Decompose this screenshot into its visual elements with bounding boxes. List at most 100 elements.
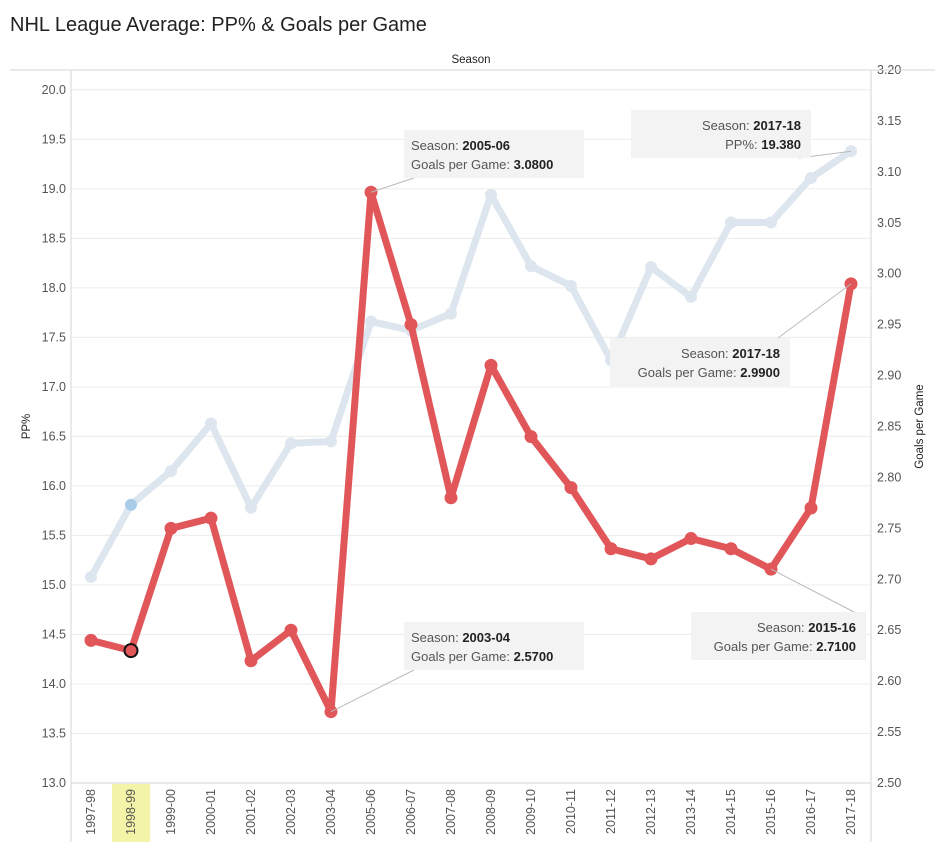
right-axis-tick: 3.15 xyxy=(877,114,901,128)
right-axis-tick: 2.70 xyxy=(877,572,901,586)
left-axis-tick: 17.0 xyxy=(42,380,66,394)
data-point-goals-per-game xyxy=(244,654,258,668)
right-axis-tick: 3.10 xyxy=(877,165,901,179)
left-axis-tick: 14.0 xyxy=(42,677,66,691)
x-axis-tick: 2017-18 xyxy=(844,789,858,835)
left-axis-tick: 15.0 xyxy=(42,578,66,592)
x-axis-tick: 2013-14 xyxy=(684,789,698,835)
x-axis-title: Season xyxy=(451,54,490,66)
data-point-pp xyxy=(85,571,97,584)
data-point-pp xyxy=(805,171,817,184)
data-point-pp xyxy=(445,307,457,320)
data-point-goals-per-game xyxy=(604,542,618,556)
left-axis-title: PP% xyxy=(21,414,33,440)
left-axis-tick: 18.0 xyxy=(42,281,66,295)
x-axis-tick: 2015-16 xyxy=(764,789,778,835)
data-point-goals-per-game xyxy=(684,532,698,546)
data-point-pp xyxy=(685,290,697,303)
annotation-leader-line xyxy=(770,568,855,613)
annotation-season-label: Season: xyxy=(411,138,462,153)
annotation-box xyxy=(631,110,811,158)
data-point-goals-per-game xyxy=(164,521,178,535)
annotation-box xyxy=(691,612,866,660)
left-axis-tick: 13.0 xyxy=(42,776,66,790)
data-point-pp xyxy=(245,501,257,514)
left-axis-tick: 16.0 xyxy=(42,479,66,493)
annotation-metric-value: 2.7100 xyxy=(816,639,856,654)
series-line-goals-per-game xyxy=(87,188,855,716)
data-point-pp xyxy=(485,188,497,201)
annotation-leader-line xyxy=(777,283,852,339)
left-axis-tick: 14.5 xyxy=(42,627,66,641)
annotation-line-metric: Goals per Game: 2.9900 xyxy=(638,365,780,380)
annotation-metric-value: 2.9900 xyxy=(740,365,780,380)
data-point-pp xyxy=(125,498,137,511)
annotation: Season: 2017-18 PP%: 19.380 xyxy=(631,110,852,159)
annotation-leader-line xyxy=(330,669,415,713)
right-axis-tick: 2.55 xyxy=(877,725,901,739)
data-point-pp xyxy=(325,435,337,448)
data-point-pp xyxy=(165,465,177,478)
data-point-pp xyxy=(205,417,217,430)
data-point-goals-per-game xyxy=(444,491,458,505)
data-point-pp xyxy=(645,261,657,274)
series-line-pp xyxy=(87,147,855,581)
left-axis-tick: 17.5 xyxy=(42,330,66,344)
data-point-goals-per-game xyxy=(644,552,658,566)
annotation-metric-value: 19.380 xyxy=(761,137,801,152)
data-point-goals-per-game xyxy=(804,501,818,515)
annotation-box xyxy=(610,338,790,386)
series-pp xyxy=(85,145,857,584)
data-point-goals-per-game xyxy=(123,643,139,659)
x-axis-tick: 2014-15 xyxy=(724,789,738,835)
x-axis-tick: 2005-06 xyxy=(364,789,378,835)
annotation-season-value: 2005-06 xyxy=(462,138,510,153)
data-point-pp xyxy=(365,315,377,328)
right-axis-tick: 2.60 xyxy=(877,674,901,688)
right-axis-tick: 2.80 xyxy=(877,470,901,484)
annotation-line-season: Season: 2017-18 xyxy=(702,118,801,133)
x-axis-tick: 2007-08 xyxy=(444,789,458,835)
x-axis-tick: 2012-13 xyxy=(644,789,658,835)
annotation-metric-value: 3.0800 xyxy=(514,157,554,172)
annotation: Season: 2003-04 Goals per Game: 2.5700 xyxy=(330,622,584,713)
annotation-season-value: 2017-18 xyxy=(732,346,780,361)
data-point-goals-per-game xyxy=(404,318,418,332)
data-point-goals-per-game xyxy=(284,623,298,637)
right-axis-title: Goals per Game xyxy=(914,384,926,468)
annotation-season-label: Season: xyxy=(702,118,753,133)
data-point-goals-per-game xyxy=(724,542,738,556)
left-axis-tick: 15.5 xyxy=(42,528,66,542)
right-axis-tick: 2.85 xyxy=(877,420,901,434)
annotation: Season: 2017-18 Goals per Game: 2.9900 xyxy=(610,283,852,386)
annotation-line-season: Season: 2015-16 xyxy=(757,620,856,635)
series-goals-per-game xyxy=(84,185,858,719)
annotation-line-metric: Goals per Game: 3.0800 xyxy=(411,157,553,172)
annotation-season-value: 2017-18 xyxy=(753,118,801,133)
right-axis-tick: 2.75 xyxy=(877,521,901,535)
left-axis-tick: 13.5 xyxy=(42,726,66,740)
x-axis-tick: 2010-11 xyxy=(564,789,578,834)
x-axis-tick: 2009-10 xyxy=(524,789,538,835)
chart-title: NHL League Average: PP% & Goals per Game xyxy=(10,14,427,36)
selected-season-highlight xyxy=(112,784,150,842)
data-point-goals-per-game xyxy=(204,511,218,525)
x-axis-tick: 2002-03 xyxy=(284,789,298,835)
annotation-season-value: 2015-16 xyxy=(808,620,856,635)
annotation-line-metric: Goals per Game: 2.5700 xyxy=(411,649,553,664)
x-axis-tick: 1997-98 xyxy=(84,789,98,835)
data-point-pp xyxy=(725,216,737,229)
right-axis-tick: 2.65 xyxy=(877,623,901,637)
left-axis-tick: 20.0 xyxy=(42,83,66,97)
right-axis-tick: 2.95 xyxy=(877,318,901,332)
data-point-pp xyxy=(765,216,777,229)
x-axis-tick: 2006-07 xyxy=(404,789,418,835)
right-axis-tick: 2.90 xyxy=(877,369,901,383)
x-axis-tick: 2011-12 xyxy=(604,789,618,834)
data-point-pp xyxy=(565,279,577,292)
annotation-line-metric: PP%: 19.380 xyxy=(725,137,801,152)
x-axis-tick: 1998-99 xyxy=(124,789,138,835)
x-axis-tick: 2008-09 xyxy=(484,789,498,835)
annotation-leader-line xyxy=(370,177,415,193)
